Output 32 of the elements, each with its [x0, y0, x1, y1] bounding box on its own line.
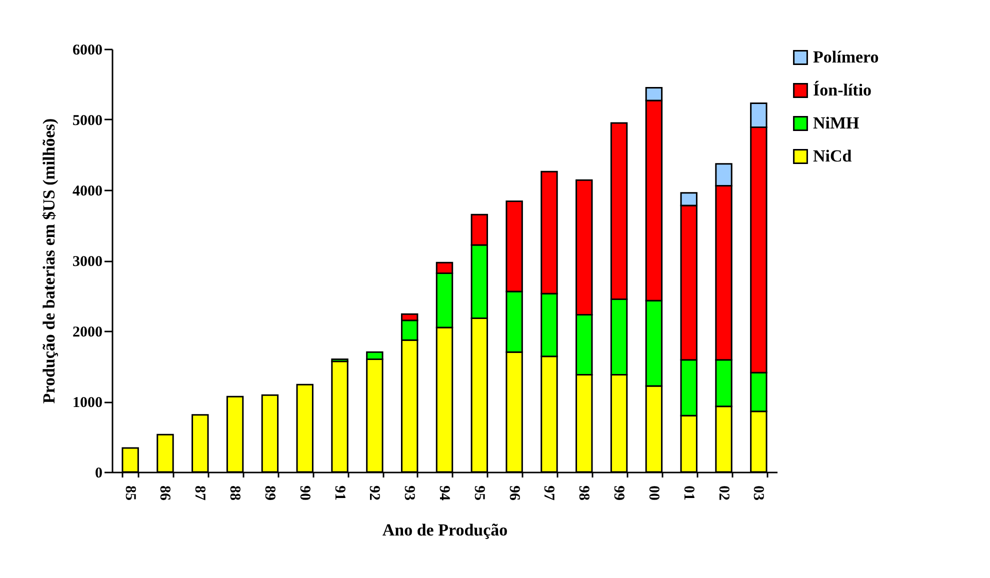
x-tick-label: 90 — [296, 486, 312, 500]
legend-label: NiCd — [813, 146, 852, 166]
x-tick-label: 89 — [261, 486, 278, 500]
y-tick-label: 2000 — [72, 324, 102, 340]
y-tick-label: 6000 — [72, 42, 102, 58]
x-tick-label: 03 — [750, 486, 766, 500]
y-tick-label: 3000 — [72, 254, 102, 270]
x-tick-label: 85 — [122, 486, 138, 500]
legend-label: NiMH — [813, 114, 860, 132]
x-tick-label: 93 — [401, 486, 418, 500]
x-tick-label: 02 — [715, 486, 732, 500]
legend-label: Íon-lítio — [813, 80, 872, 100]
x-tick-label: 87 — [192, 486, 208, 501]
x-tick-label: 92 — [366, 486, 382, 500]
x-tick-label: 91 — [331, 486, 348, 500]
x-tick-label: 01 — [680, 486, 696, 500]
x-tick-label: 86 — [156, 486, 173, 501]
x-tick-label: 94 — [436, 486, 452, 501]
x-tick-label: 97 — [540, 486, 557, 501]
x-tick-label: 88 — [226, 486, 243, 500]
legend-label: Polímero — [813, 48, 879, 66]
x-tick-label: 99 — [610, 486, 627, 500]
x-tick-label: 00 — [645, 486, 662, 500]
y-tick-label: 5000 — [72, 113, 102, 129]
x-axis-title: Ano de Produção — [382, 520, 508, 540]
x-tick-label: 95 — [470, 486, 487, 500]
x-tick-label: 98 — [576, 486, 592, 500]
y-axis-title: Produção de baterias em $US (milhões) — [40, 118, 58, 404]
x-tick-label: 96 — [506, 486, 522, 501]
y-tick-label: 1000 — [72, 395, 102, 411]
y-tick-label: 0 — [95, 466, 102, 482]
y-tick-label: 4000 — [72, 184, 102, 200]
